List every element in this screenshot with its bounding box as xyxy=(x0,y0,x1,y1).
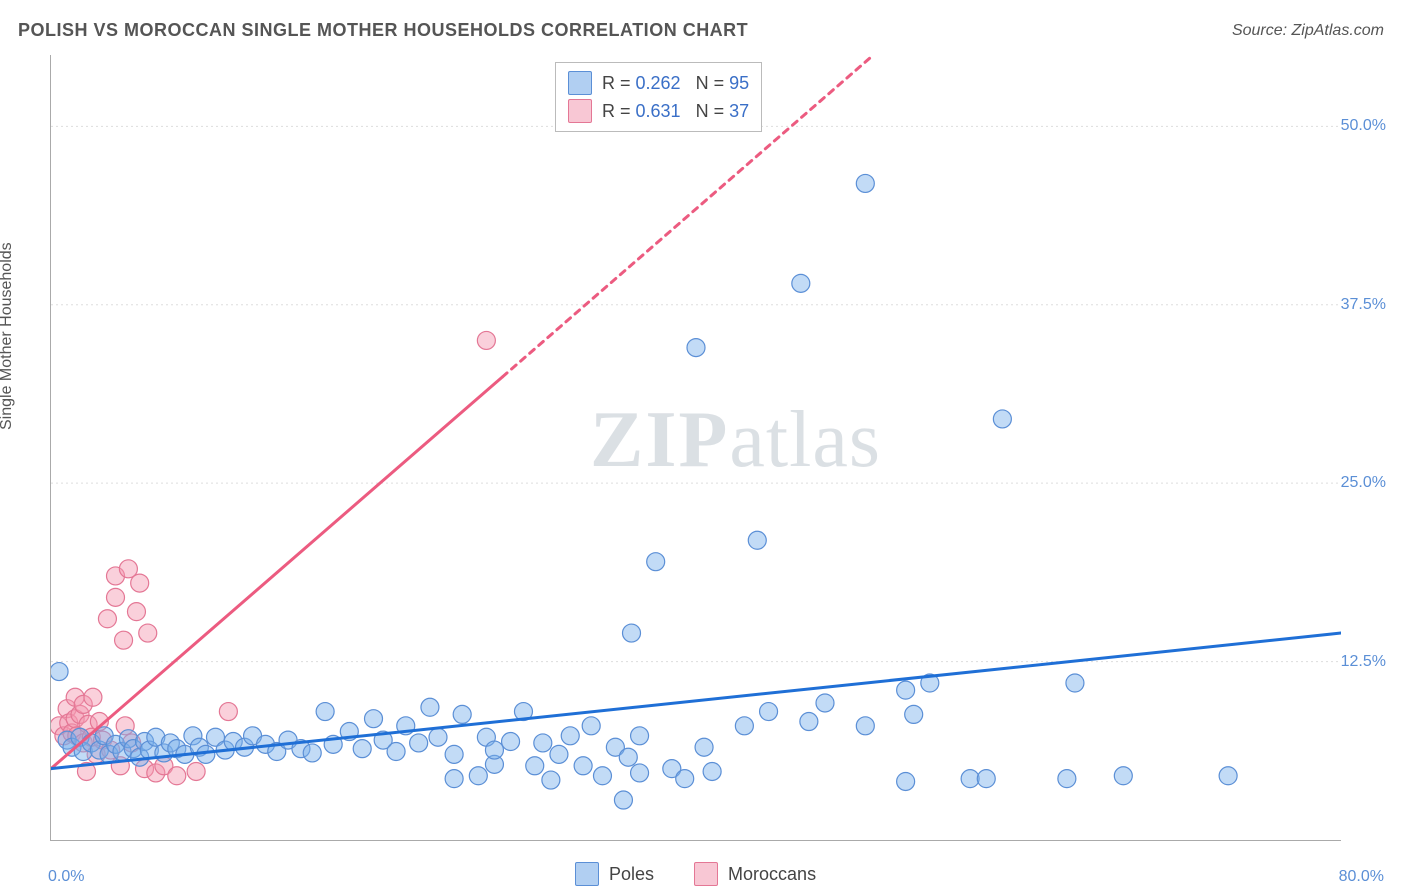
r-value: 0.631 xyxy=(636,101,681,121)
n-value: 37 xyxy=(729,101,749,121)
scatter-svg xyxy=(51,55,1341,840)
legend-swatch-pink xyxy=(694,862,718,886)
chart-title: POLISH VS MOROCCAN SINGLE MOTHER HOUSEHO… xyxy=(18,20,748,41)
legend-stats: R = 0.262 N = 95 R = 0.631 N = 37 xyxy=(555,62,762,132)
chart-container: POLISH VS MOROCCAN SINGLE MOTHER HOUSEHO… xyxy=(0,0,1406,892)
legend-series-label: Moroccans xyxy=(728,864,816,885)
r-value: 0.262 xyxy=(636,73,681,93)
y-axis-label: Single Mother Households xyxy=(0,242,16,430)
source-label: Source: ZipAtlas.com xyxy=(1232,22,1384,40)
legend-swatch-pink xyxy=(568,99,592,123)
y-tick-label: 12.5% xyxy=(1341,653,1386,671)
x-tick-label-left: 0.0% xyxy=(48,868,84,886)
n-label: N = xyxy=(696,101,730,121)
y-tick-label: 50.0% xyxy=(1341,117,1386,135)
legend-swatch-blue xyxy=(575,862,599,886)
y-tick-label: 25.0% xyxy=(1341,474,1386,492)
plot-area xyxy=(50,55,1341,841)
legend-series-label: Poles xyxy=(609,864,654,885)
n-label: N = xyxy=(696,73,730,93)
r-label: R = xyxy=(602,101,636,121)
legend-stats-row: R = 0.262 N = 95 xyxy=(568,69,749,97)
x-tick-label-right: 80.0% xyxy=(1339,868,1384,886)
legend-series: Poles Moroccans xyxy=(575,862,816,886)
r-label: R = xyxy=(602,73,636,93)
legend-swatch-blue xyxy=(568,71,592,95)
y-tick-label: 37.5% xyxy=(1341,296,1386,314)
n-value: 95 xyxy=(729,73,749,93)
legend-stats-row: R = 0.631 N = 37 xyxy=(568,97,749,125)
